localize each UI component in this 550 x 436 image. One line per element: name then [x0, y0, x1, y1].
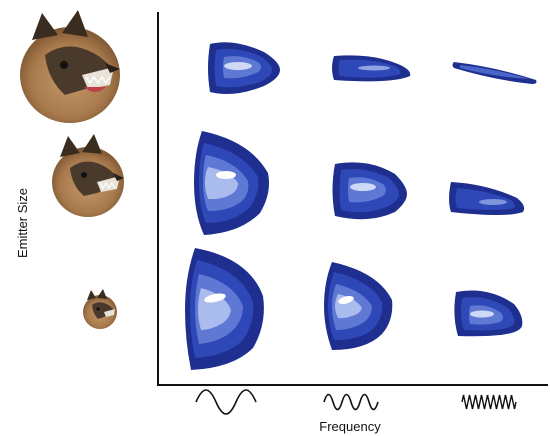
beam-medium-low [194, 131, 269, 235]
wave-mid-frequency-icon [323, 393, 379, 411]
bat-head-medium-icon [52, 134, 124, 217]
wave-low-frequency-icon [195, 389, 257, 415]
beam-small-mid [324, 262, 393, 350]
beam-medium-mid [332, 162, 407, 220]
beam-large-mid [332, 55, 411, 82]
wave-high-frequency-icon [461, 394, 517, 410]
beam-large-low [208, 42, 280, 94]
beam-large-high [452, 62, 537, 84]
x-axis-label: Frequency [319, 419, 381, 434]
y-axis-label: Emitter Size [15, 187, 30, 259]
beam-small-low [185, 248, 264, 370]
beam-small-high [454, 290, 523, 337]
bat-head-large-icon [20, 10, 120, 123]
beam-medium-high [449, 182, 525, 215]
bat-head-small-icon [83, 289, 117, 329]
